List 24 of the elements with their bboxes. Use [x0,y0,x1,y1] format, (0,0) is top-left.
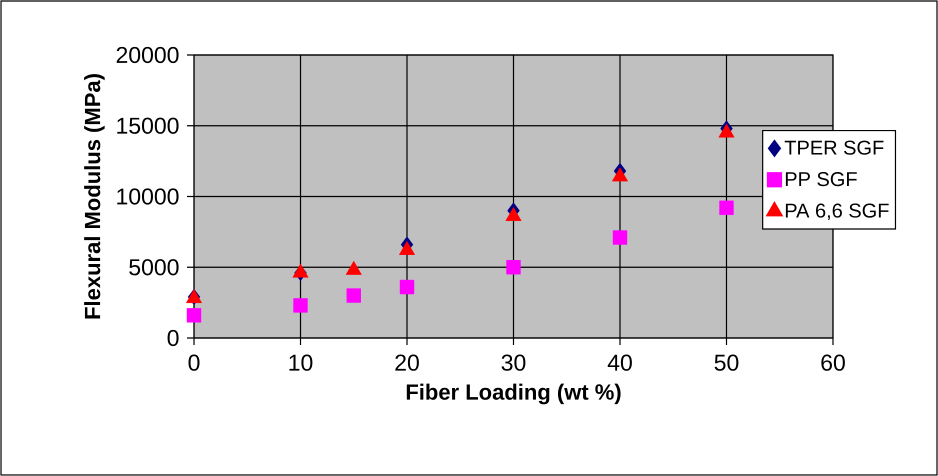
x-tick-label: 10 [289,354,312,371]
point [719,200,734,216]
point [186,308,202,323]
y-tick-label: 0 [168,330,179,346]
point [612,230,628,245]
x-tick-label: 40 [608,354,632,371]
point [400,280,414,294]
x-tick-label: 30 [502,354,526,371]
x-axis-title: Fiber Loading (wt %) [406,384,621,404]
x-tick-label: 60 [821,354,845,371]
legend-label: PA 6,6 SGF [786,204,889,220]
y-tick-label: 15000 [117,118,179,134]
point [346,288,361,303]
x-tick-label: 50 [714,354,738,371]
point [293,298,308,313]
point [506,260,521,274]
x-tick-label: 20 [395,354,419,371]
y-tick-label: 20000 [116,46,179,64]
legend-label: TPER SGF [784,140,884,155]
y-tick-label: 10000 [117,188,179,205]
y-tick-label: 5000 [129,259,179,276]
y-axis-title: Flexural Modulus (MPa) [84,74,105,318]
legend-label: PP SGF [786,172,857,186]
x-tick-label: 0 [188,354,200,371]
